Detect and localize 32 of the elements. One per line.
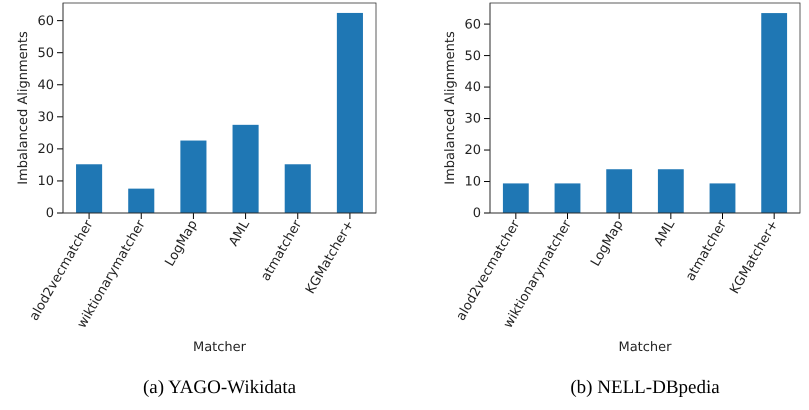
bar	[502, 183, 529, 213]
text: (b) NELL-DBpedia	[570, 377, 720, 398]
y-tick-label: 20	[464, 143, 481, 158]
bar	[761, 13, 788, 213]
y-tick-label: 20	[37, 142, 54, 158]
bar	[180, 140, 206, 213]
y-tick-label: 30	[464, 112, 481, 127]
bar	[710, 183, 736, 213]
text: (a) YAGO-Wikidata	[142, 377, 297, 398]
y-axis-title: Imbalanced Alignments	[16, 31, 31, 185]
y-tick-label: 60	[37, 14, 54, 29]
y-tick-label: 40	[464, 80, 481, 96]
y-tick-label: 30	[37, 110, 54, 125]
bar	[554, 183, 580, 213]
bar	[284, 164, 311, 213]
y-tick-label: 40	[37, 78, 54, 93]
y-tick-label: 10	[464, 174, 481, 190]
y-tick-label: 0	[46, 206, 54, 222]
bar	[606, 169, 632, 213]
bar	[128, 188, 154, 213]
y-axis-title: Imbalanced Alignments	[443, 31, 458, 185]
y-tick-label: 60	[464, 17, 481, 32]
y-tick-label: 0	[472, 206, 481, 222]
y-tick-label: 50	[37, 46, 54, 61]
x-axis-title: Matcher	[192, 340, 247, 355]
bar	[76, 164, 102, 213]
x-axis-title: Matcher	[618, 340, 672, 355]
y-tick-label: 10	[37, 174, 54, 190]
bar	[232, 124, 259, 213]
bar	[658, 169, 684, 213]
bar	[336, 12, 363, 213]
y-tick-label: 50	[464, 48, 481, 64]
